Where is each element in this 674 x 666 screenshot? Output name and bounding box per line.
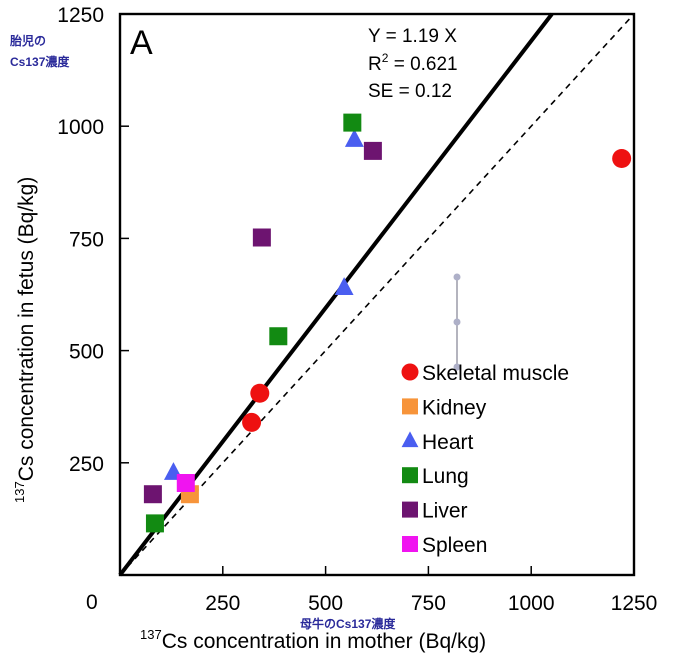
resize-handle-dot-top[interactable] — [453, 273, 461, 281]
x-tick-label: 1000 — [508, 592, 555, 615]
x-tick-label: 1250 — [611, 592, 658, 615]
legend-item-spleen: Spleen — [402, 534, 487, 557]
y-tick-label: 1250 — [57, 4, 104, 27]
legend-item-skeletal-muscle: Skeletal muscle — [401, 362, 569, 385]
legend-label-spleen: Spleen — [422, 534, 487, 557]
x-tick-label: 750 — [411, 592, 446, 615]
legend-marker-skeletal-muscle — [401, 363, 419, 381]
y-tick-label: 250 — [69, 453, 104, 476]
data-point-heart — [344, 129, 364, 147]
y-tick-label: 750 — [69, 228, 104, 251]
data-point-lung — [269, 327, 288, 346]
legend-marker-lung — [402, 467, 418, 484]
legend-item-heart: Heart — [401, 431, 474, 454]
data-point-skeletal-muscle — [242, 412, 262, 432]
fetus-annotation-line1: 胎児の — [10, 33, 46, 48]
data-points-layer — [143, 113, 632, 533]
y-tick-label: 1000 — [57, 116, 104, 139]
legend-label-skeletal-muscle: Skeletal muscle — [422, 362, 569, 385]
identity-line — [119, 13, 635, 576]
x-axis-title: 137Cs concentration in mother (Bq/kg) — [140, 627, 486, 653]
data-point-skeletal-muscle — [250, 383, 270, 403]
data-point-liver — [252, 228, 271, 247]
fetus-annotation-line2: Cs137濃度 — [10, 54, 70, 69]
resize-handle-dot-middle[interactable] — [453, 318, 461, 326]
x-tick-label: 500 — [308, 592, 343, 615]
legend-marker-kidney — [402, 398, 418, 415]
stat-equation: Y = 1.19 X — [368, 26, 457, 47]
resize-handle-dot-bottom[interactable] — [453, 363, 461, 371]
legend-marker-spleen — [402, 536, 418, 552]
legend-marker-heart — [401, 431, 419, 448]
data-point-heart — [334, 277, 354, 295]
y-axis-title: 137Cs concentration in fetus (Bq/kg) — [12, 177, 38, 503]
x-tick-label: 250 — [205, 592, 240, 615]
data-point-skeletal-muscle — [612, 149, 632, 169]
origin-label: 0 — [86, 591, 98, 614]
data-point-liver — [363, 141, 382, 160]
data-point-spleen — [176, 473, 195, 492]
legend-label-lung: Lung — [422, 465, 469, 488]
resize-handle[interactable] — [453, 273, 461, 371]
stat-r-squared: R2 = 0.621 — [368, 51, 458, 75]
data-point-lung — [343, 113, 362, 132]
plot-frame — [118, 12, 636, 577]
stat-standard-error: SE = 0.12 — [368, 81, 452, 102]
legend-label-liver: Liver — [422, 500, 468, 523]
legend-item-kidney: Kidney — [402, 396, 487, 419]
legend-item-liver: Liver — [402, 500, 468, 523]
tick-labels-layer: 250 500 750 1000 1250 250 500 750 1000 1250 — [57, 4, 657, 615]
y-tick-label: 500 — [69, 341, 104, 364]
mother-annotation: 母牛のCs137濃度 — [300, 616, 396, 631]
legend-item-lung: Lung — [402, 465, 469, 488]
data-point-liver — [143, 485, 162, 504]
data-point-lung — [145, 514, 164, 533]
panel-letter: A — [130, 24, 153, 62]
legend-marker-liver — [402, 501, 418, 518]
legend: Skeletal muscle Kidney Heart Lung Liver Splee… — [401, 362, 569, 557]
plot-frame-layer — [118, 12, 636, 577]
legend-label-kidney: Kidney — [422, 396, 487, 419]
legend-label-heart: Heart — [422, 431, 474, 454]
